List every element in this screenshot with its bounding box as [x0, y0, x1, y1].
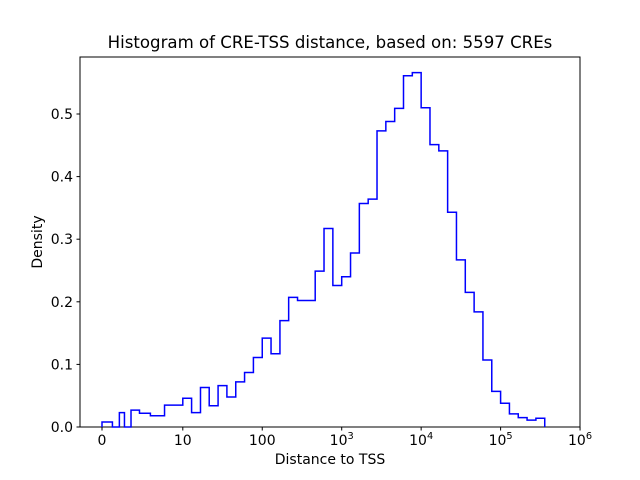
x-tick-label: 10	[174, 433, 192, 449]
y-tick-label: 0.0	[51, 420, 73, 436]
y-tick-label: 0.4	[51, 170, 73, 186]
histogram-step-line	[101, 71, 546, 428]
x-tick-label: 106	[568, 431, 592, 449]
x-tick-label: 0	[98, 433, 107, 449]
x-tick-exponent: 5	[506, 431, 512, 442]
y-tick-label: 0.1	[51, 357, 73, 373]
x-tick-exponent: 4	[427, 431, 433, 442]
chart-title: Histogram of CRE-TSS distance, based on:…	[108, 33, 553, 52]
x-tick-label: 104	[409, 431, 433, 449]
plot-area	[79, 56, 581, 428]
x-axis-label: Distance to TSS	[275, 452, 386, 468]
y-axis-label: Density	[30, 215, 46, 268]
y-tick-label: 0.2	[51, 295, 73, 311]
x-tick-exponent: 6	[586, 431, 592, 442]
x-tick-label: 103	[330, 431, 354, 449]
y-tick-label: 0.5	[51, 107, 73, 123]
x-tick-label: 100	[249, 433, 276, 449]
y-axis-ticks: 0.0 0.1 0.2 0.3 0.4 0.5	[51, 107, 80, 436]
x-tick-exponent: 3	[347, 431, 353, 442]
y-tick-label: 0.3	[51, 232, 73, 248]
x-axis-ticks: 0 10 100 103 104 105 106	[98, 427, 592, 449]
x-tick-label: 105	[489, 431, 513, 449]
